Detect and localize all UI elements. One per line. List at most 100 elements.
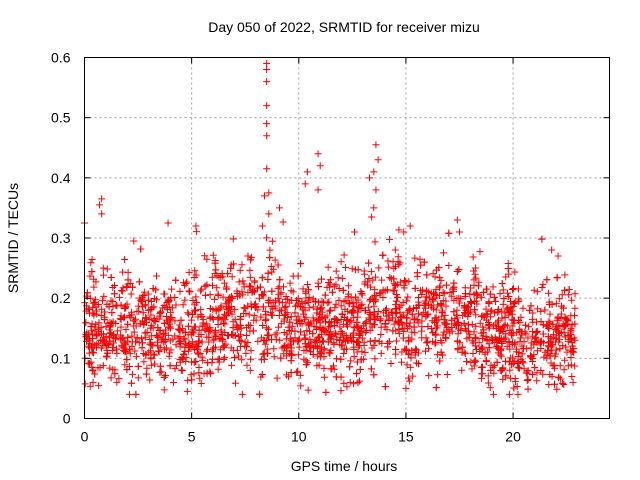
data-point bbox=[509, 284, 517, 292]
data-point bbox=[553, 385, 561, 393]
data-point bbox=[282, 303, 290, 311]
data-point bbox=[485, 344, 493, 352]
data-point bbox=[99, 264, 107, 272]
data-point bbox=[320, 364, 328, 372]
data-point bbox=[392, 337, 400, 345]
data-point bbox=[231, 332, 239, 340]
data-point bbox=[314, 333, 322, 341]
data-point bbox=[103, 300, 111, 308]
data-point bbox=[553, 317, 561, 325]
data-point bbox=[526, 306, 534, 314]
data-point bbox=[404, 293, 412, 301]
data-point bbox=[408, 347, 416, 355]
data-point bbox=[475, 338, 483, 346]
data-point bbox=[278, 307, 286, 315]
data-point bbox=[355, 343, 363, 351]
data-point bbox=[166, 303, 174, 311]
y-axis-label: SRMTID / TECUs bbox=[5, 183, 21, 293]
data-point bbox=[294, 367, 302, 375]
data-point bbox=[464, 321, 472, 329]
data-point bbox=[549, 320, 557, 328]
data-point bbox=[440, 316, 448, 324]
data-point bbox=[522, 321, 530, 329]
data-point bbox=[485, 298, 493, 306]
data-point bbox=[118, 287, 126, 295]
data-point bbox=[537, 338, 545, 346]
data-point bbox=[309, 314, 317, 322]
data-point bbox=[410, 323, 418, 331]
data-point bbox=[107, 374, 115, 382]
data-point bbox=[150, 350, 158, 358]
data-point bbox=[284, 323, 292, 331]
data-point bbox=[505, 338, 513, 346]
data-point bbox=[441, 289, 449, 297]
data-point bbox=[395, 325, 403, 333]
data-point bbox=[337, 387, 345, 395]
y-tick-label: 0.5 bbox=[51, 110, 71, 126]
data-point bbox=[124, 320, 132, 328]
data-point bbox=[203, 281, 211, 289]
data-point bbox=[321, 291, 329, 299]
data-point bbox=[285, 299, 293, 307]
data-point bbox=[240, 304, 248, 312]
data-point bbox=[411, 284, 419, 292]
data-point bbox=[377, 315, 385, 323]
data-point bbox=[287, 287, 295, 295]
data-point bbox=[400, 284, 408, 292]
data-point bbox=[379, 251, 387, 259]
data-point bbox=[304, 281, 312, 289]
data-point bbox=[111, 282, 118, 290]
data-point bbox=[484, 372, 492, 380]
data-point bbox=[546, 301, 554, 309]
data-point bbox=[560, 381, 568, 389]
data-point bbox=[223, 305, 231, 313]
data-point bbox=[128, 311, 136, 319]
data-point bbox=[174, 325, 182, 333]
data-point bbox=[253, 284, 261, 292]
data-point bbox=[492, 343, 500, 351]
data-point bbox=[240, 309, 248, 317]
data-point bbox=[263, 102, 271, 110]
data-point bbox=[428, 303, 436, 311]
data-point bbox=[483, 285, 491, 293]
data-point bbox=[280, 350, 288, 358]
data-point bbox=[211, 329, 219, 337]
data-point bbox=[132, 322, 140, 330]
data-point bbox=[533, 288, 541, 296]
data-point bbox=[370, 341, 378, 349]
data-point bbox=[222, 285, 230, 293]
data-point bbox=[325, 279, 333, 287]
data-point bbox=[104, 341, 112, 349]
data-point bbox=[367, 268, 375, 276]
data-point bbox=[516, 327, 524, 335]
data-point bbox=[512, 345, 520, 353]
data-point bbox=[160, 330, 168, 338]
data-point bbox=[524, 367, 532, 375]
data-point bbox=[531, 337, 539, 345]
data-point bbox=[356, 365, 364, 373]
data-point bbox=[331, 329, 339, 337]
data-point bbox=[260, 336, 268, 344]
data-point bbox=[387, 360, 395, 368]
data-point bbox=[157, 368, 165, 376]
data-point bbox=[97, 311, 105, 319]
data-point bbox=[465, 333, 473, 341]
data-point bbox=[494, 345, 502, 353]
data-point bbox=[437, 348, 445, 356]
data-point bbox=[330, 282, 338, 290]
data-point bbox=[510, 316, 518, 324]
data-point bbox=[414, 301, 422, 309]
data-point bbox=[88, 348, 96, 356]
data-point bbox=[191, 307, 199, 315]
data-point bbox=[406, 319, 414, 327]
data-point bbox=[121, 361, 129, 369]
data-point bbox=[130, 237, 138, 245]
data-point bbox=[99, 336, 107, 344]
data-point bbox=[350, 380, 358, 388]
data-point bbox=[179, 301, 187, 309]
data-point bbox=[365, 274, 373, 282]
data-point bbox=[84, 305, 92, 313]
data-point bbox=[279, 218, 287, 226]
data-point bbox=[561, 286, 569, 294]
data-point bbox=[503, 289, 511, 297]
